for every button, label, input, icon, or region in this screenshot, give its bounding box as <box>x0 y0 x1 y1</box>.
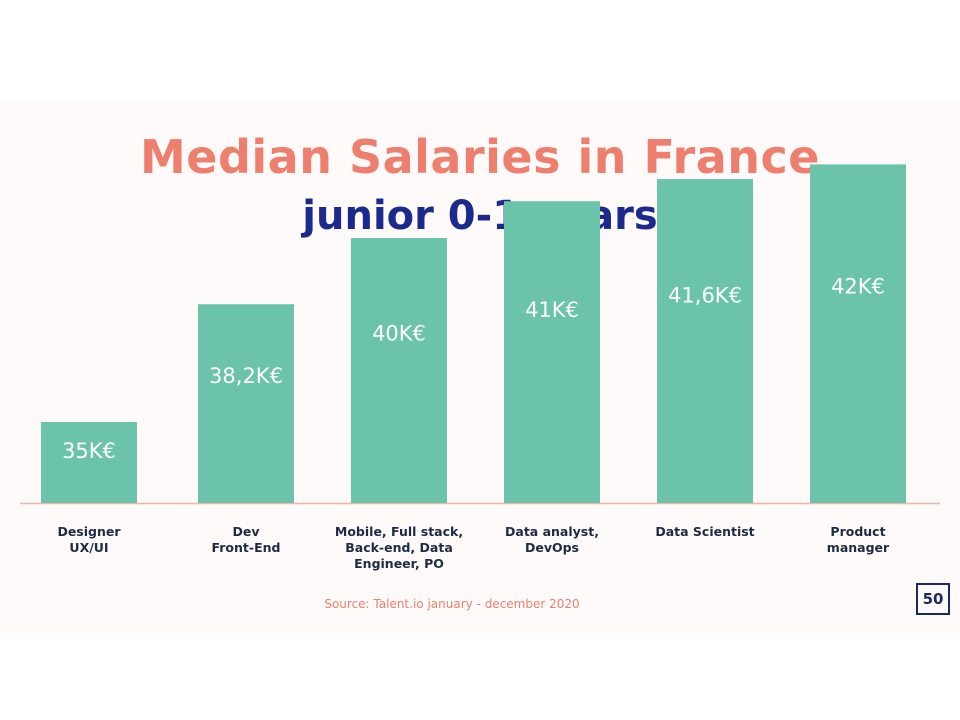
bar <box>810 164 906 503</box>
bar-value-label: 40K€ <box>372 321 426 345</box>
category-label: Dev Front-End <box>176 524 316 556</box>
category-label-line: Designer <box>57 524 121 539</box>
chart-title: Median Salaries in France <box>140 130 820 184</box>
bar-value-label: 35K€ <box>62 439 116 463</box>
source-note: Source: Talent.io january - december 202… <box>324 597 580 611</box>
category-label-line: Dev <box>232 524 260 539</box>
bar-value-label: 42K€ <box>831 274 885 298</box>
slide-background: Median Salaries in France junior 0-1 yea… <box>0 100 960 633</box>
category-label-line: Back-end, Data <box>345 540 453 555</box>
bar <box>198 304 294 503</box>
bar-chart: 35K€ 38,2K€ 40K€ 41K€ 41,6K€ 42K€ <box>20 164 940 505</box>
category-label: Data analyst, DevOps <box>482 524 622 556</box>
bar <box>504 201 600 503</box>
bar-value-label: 38,2K€ <box>209 364 283 388</box>
category-label-line: Data Scientist <box>655 524 755 539</box>
category-label-line: DevOps <box>524 540 580 555</box>
bar <box>351 238 447 503</box>
category-label: Product manager <box>788 524 928 556</box>
category-label: Mobile, Full stack, Back-end, Data Enginee… <box>329 524 469 572</box>
category-label-line: Mobile, Full stack, <box>334 524 464 539</box>
category-label-line: Engineer, PO <box>354 556 444 571</box>
category-label-line: Data analyst, <box>505 524 599 539</box>
category-label-line: Front-End <box>211 540 281 555</box>
bar-value-label: 41,6K€ <box>668 284 742 308</box>
category-label: Designer UX/UI <box>19 524 159 556</box>
page-number-badge: 50 <box>916 583 950 615</box>
category-label-line: UX/UI <box>69 540 109 555</box>
bar <box>657 179 753 503</box>
category-label-line: Product <box>830 524 886 539</box>
bar <box>41 422 137 503</box>
category-label-line: manager <box>826 540 890 555</box>
bar-value-label: 41K€ <box>525 298 579 322</box>
category-label: Data Scientist <box>635 524 775 540</box>
